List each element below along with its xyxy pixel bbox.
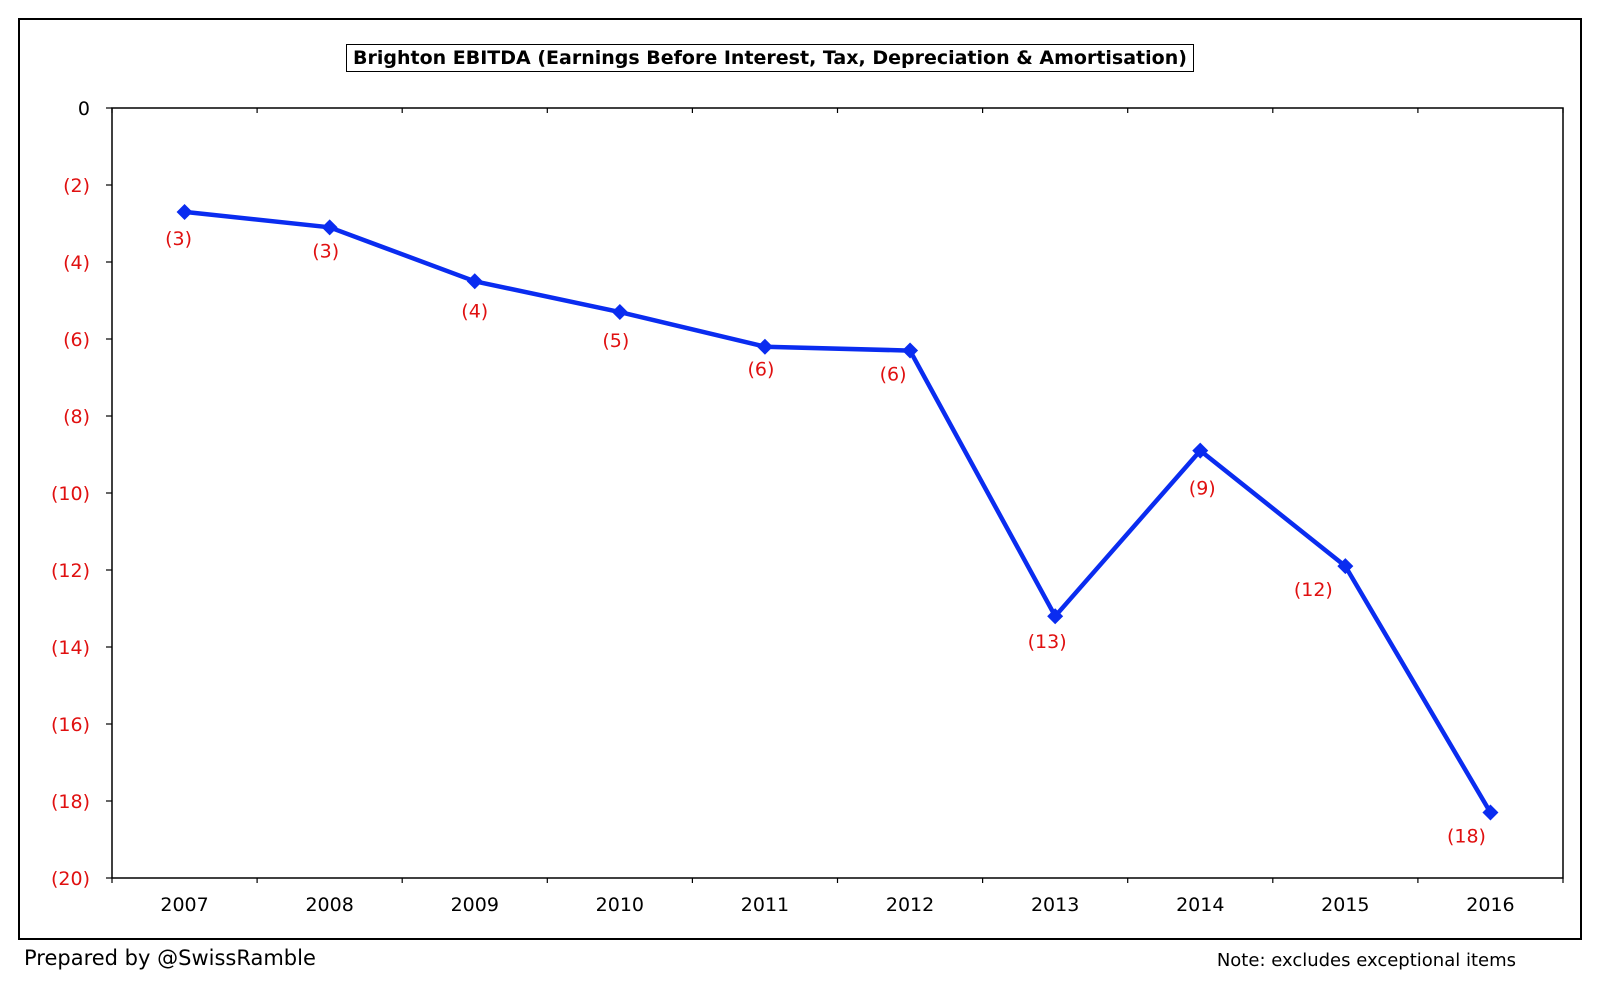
y-tick-label: (20) [51, 868, 90, 890]
x-tick-label: 2010 [596, 894, 644, 916]
data-labels: (3) (3) (4) (5) (6) (6) (13) (9) (12) (18) [165, 228, 1486, 848]
data-label: (4) [461, 300, 488, 322]
data-label: (6) [747, 359, 774, 381]
y-tick-label: (12) [51, 560, 90, 582]
y-tick-label: (4) [63, 252, 90, 274]
x-tick-label: 2014 [1176, 894, 1224, 916]
data-label: (3) [165, 228, 192, 250]
data-label: (6) [880, 364, 907, 386]
y-tick-label: (2) [63, 175, 90, 197]
y-tick-label: 0 [78, 98, 90, 120]
series-line [184, 209, 1493, 814]
chart-title: Brighton EBITDA (Earnings Before Interes… [346, 44, 1194, 72]
data-label: (3) [312, 240, 339, 262]
y-tick-label: (18) [51, 791, 90, 813]
data-point [321, 219, 338, 236]
data-point [902, 342, 919, 359]
y-tick-label: (6) [63, 329, 90, 351]
y-tick-label: (8) [63, 406, 90, 428]
chart-frame [18, 18, 1582, 940]
data-label: (18) [1447, 826, 1486, 848]
x-tick-label: 2016 [1466, 894, 1514, 916]
x-tick-label: 2013 [1031, 894, 1079, 916]
data-point [1047, 608, 1064, 625]
y-tick-label: (16) [51, 714, 90, 736]
data-point [756, 338, 773, 355]
data-point [611, 304, 628, 321]
credit-text: Prepared by @SwissRamble [24, 946, 316, 970]
x-tick-label: 2007 [160, 894, 208, 916]
x-tick-label: 2008 [305, 894, 353, 916]
x-tick-label: 2012 [886, 894, 934, 916]
x-axis: 2007 2008 2009 2010 2011 2012 2013 2014 2015 2016 [111, 108, 1564, 916]
y-tick-label: (10) [51, 483, 90, 505]
x-tick-label: 2011 [741, 894, 789, 916]
x-tick-label: 2009 [451, 894, 499, 916]
note-text: Note: excludes exceptional items [1216, 950, 1516, 971]
data-point [1192, 442, 1209, 459]
data-label: (9) [1189, 478, 1216, 500]
data-label: (5) [602, 330, 629, 352]
data-point [176, 203, 193, 220]
data-label: (12) [1294, 579, 1333, 601]
data-point [1337, 558, 1354, 575]
x-tick-label: 2015 [1321, 894, 1369, 916]
y-tick-label: (14) [51, 637, 90, 659]
data-point [466, 273, 483, 290]
data-point [1482, 804, 1499, 821]
data-label: (13) [1028, 631, 1067, 653]
series-ebitda [176, 203, 1499, 821]
y-axis: 0 (2) (4) (6) (8) (10) (12) (14) (16) (18) (20) [51, 98, 112, 890]
